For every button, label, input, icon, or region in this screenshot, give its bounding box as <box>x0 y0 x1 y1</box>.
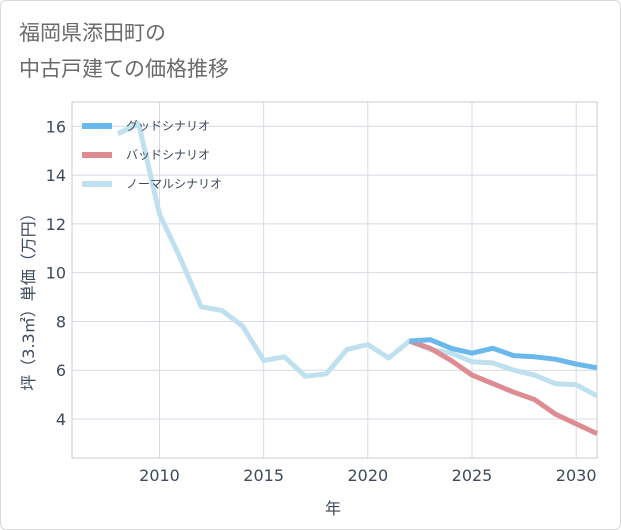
series-lines <box>116 121 599 436</box>
series-line-0 <box>409 337 598 371</box>
x-tick-label: 2015 <box>243 466 284 485</box>
y-axis-title: 坪（3.3㎡）単価（万円） <box>19 205 38 390</box>
y-tick-label: 12 <box>46 215 66 234</box>
chart-title-line-2: 中古戸建ての価格推移 <box>19 57 229 81</box>
plot-area-border <box>71 101 598 459</box>
grid-lines <box>72 102 597 458</box>
chart-title-line-1: 福岡県添田町の <box>19 21 166 45</box>
series-line-1 <box>408 338 599 436</box>
y-axis-ticks: 4 6 8 10 12 14 16 <box>46 117 66 429</box>
y-tick-label: 6 <box>56 361 66 380</box>
y-tick-label: 10 <box>46 264 66 283</box>
chart-title: 福岡県添田町の 中古戸建ての価格推移 <box>19 15 229 87</box>
legend-label-2: ノーマルシナリオ <box>126 177 222 191</box>
x-tick-label: 2025 <box>452 466 493 485</box>
x-axis-ticks: 2010 2015 2020 2025 2030 <box>139 466 596 485</box>
x-tick-label: 2010 <box>139 466 180 485</box>
series-line-2 <box>116 121 599 399</box>
legend-label-0: グッドシナリオ <box>126 119 210 133</box>
y-tick-label: 4 <box>56 410 66 429</box>
x-tick-label: 2030 <box>556 466 597 485</box>
y-tick-label: 14 <box>46 166 66 185</box>
y-tick-label: 16 <box>46 117 66 136</box>
x-tick-label: 2020 <box>347 466 388 485</box>
x-axis-title: 年 <box>325 499 341 518</box>
legend-label-1: バッドシナリオ <box>126 148 210 162</box>
y-tick-label: 8 <box>56 312 66 331</box>
